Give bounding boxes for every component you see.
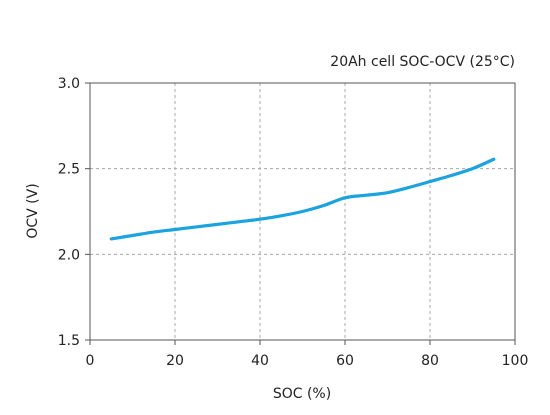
ticks: 0 20 40 60 80 100 1.5 2.0 2.5 3.0 [58, 76, 529, 369]
plot-frame [89, 82, 516, 341]
x-tick-label: 80 [421, 353, 439, 369]
y-tick-label: 3.0 [58, 76, 80, 92]
y-axis-label: OCV (V) [25, 183, 41, 238]
x-tick-label: 100 [502, 353, 529, 369]
x-tick-label: 0 [86, 353, 95, 369]
x-tick-label: 20 [166, 353, 184, 369]
grid [90, 83, 515, 340]
y-tick-label: 1.5 [58, 333, 80, 349]
y-tick-label: 2.0 [58, 247, 80, 263]
series-layer [109, 157, 496, 241]
x-tick-label: 40 [251, 353, 269, 369]
x-tick-label: 60 [336, 353, 354, 369]
chart-title: 20Ah cell SOC-OCV (25°C) [330, 54, 515, 70]
series-line [109, 157, 496, 241]
y-tick-label: 2.5 [58, 162, 80, 178]
x-axis-label: SOC (%) [273, 386, 331, 402]
